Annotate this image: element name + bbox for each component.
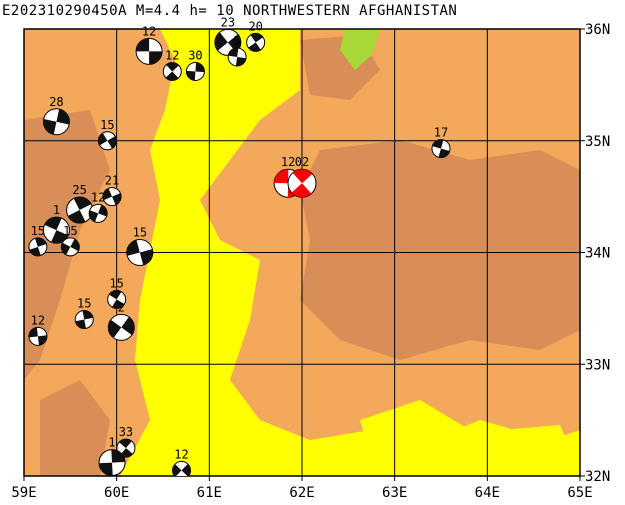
focal-mechanism-icon [246,32,266,52]
beachball-compressional-quadrant [228,48,247,66]
focal-mechanism-depth-label: 5 [234,34,241,48]
focal-mechanism-icon [28,326,48,346]
lowland-basin [360,400,470,460]
beachball-compressional-quadrant [28,327,47,346]
focal-mechanism-depth-label: 1 [108,436,115,450]
beachball-compressional-quadrant [165,62,179,81]
focal-mechanism-depth-label: 12 [174,447,188,461]
focal-mechanism-icon [126,239,154,266]
beachball-compressional-quadrant [75,310,94,329]
focal-mechanism-icon [107,313,135,341]
beachball-compressional-quadrant [126,239,153,266]
focal-mechanism-depth-label: 12 [142,24,156,38]
beachball-compressional-quadrant [43,109,70,135]
map-title: E202310290450A M=4.4 h= 10 NORTHWESTERN … [2,3,458,19]
focal-mechanism-icon [60,237,80,257]
focal-mechanism-icon [98,449,126,476]
mountain-region [40,380,110,476]
mountain-region [300,140,580,360]
beachball-compressional-quadrant [99,449,126,476]
longitude-axis: 59E 60E 61E 62E 63E 64E 65E [11,476,593,501]
focal-mechanism-icon [172,460,192,476]
focal-mechanism-depth-label: 12 [31,313,45,327]
beachball-compressional-quadrant [291,169,313,198]
focal-mechanism-icon [97,131,117,151]
x-tick-label: 61E [197,485,222,501]
focal-mechanism-icon [42,216,70,244]
focal-mechanism-icon [66,196,94,224]
focal-mechanism-depth-label: 28 [49,95,63,109]
focal-mechanism-depth-label: 17 [434,126,448,140]
y-tick-label: 34N [585,246,610,262]
focal-mechanism-depth-label: 15 [63,224,77,238]
y-tick-label: 35N [585,134,610,150]
focal-mechanism-depth-label: 23 [221,15,235,29]
beachball-compressional-quadrant [248,33,264,52]
focal-mechanism-depth-label: 1 [53,203,60,217]
lowland-basin [500,425,575,465]
focal-mechanism-depth-label: 15 [31,224,45,238]
vegetation-patch [340,29,380,70]
x-tick-label: 60E [104,485,129,501]
y-tick-label: 32N [585,469,610,485]
focal-mechanism-depth-label: 12 [281,155,295,169]
focal-mechanism-icon [431,139,451,159]
x-tick-label: 64E [475,485,500,501]
x-tick-label: 62E [289,485,314,501]
beachball-compressional-quadrant [214,32,241,53]
beachball-compressional-quadrant [119,439,133,458]
focal-mechanism-icon [107,289,127,309]
beachball-compressional-quadrant [68,197,92,224]
focal-mechanism-depth-label: 21 [105,174,119,188]
beachball-compressional-quadrant [432,139,450,158]
focal-mechanism-depth-label: 15 [100,118,114,132]
focal-mechanism-depth-label: 33 [119,425,133,439]
focal-mechanism-depth-label: 25 [72,183,86,197]
focal-mechanism-depth-label: 30 [188,48,202,62]
focal-mechanism-icon [102,187,122,207]
focal-mechanism-depth-label: 2 [118,300,125,314]
y-tick-label: 33N [585,357,610,373]
graticule [24,29,580,476]
focal-mechanism-icon [227,47,247,67]
beachball-compressional-quadrant [44,217,69,244]
focal-mechanism-icon [116,438,136,458]
beachball-compressional-quadrant [136,38,163,65]
beachball-compressional-quadrant [89,204,108,222]
focal-mechanisms [28,29,451,476]
x-tick-label: 59E [11,485,36,501]
x-tick-label: 65E [567,485,592,501]
focal-mechanism-depth-label: 15 [133,226,147,240]
focal-mechanism-depth-label: 12 [91,190,105,204]
beachball-compressional-quadrant [61,238,80,255]
beachball-compressional-quadrant [172,463,191,476]
focal-mechanism-icon [88,203,108,223]
focal-mechanism-icon [287,168,317,198]
focal-mechanism-depth-label: 02 [295,155,309,169]
focal-mechanism-icon [185,61,205,81]
focal-mechanism-icon [162,61,182,81]
focal-mechanism-icon [74,310,94,330]
y-tick-label: 36N [585,22,610,38]
beachball-compressional-quadrant [109,290,125,309]
focal-mechanism-depth-label: 20 [248,19,262,33]
latitude-axis: 36N 35N 34N 33N 32N [580,22,610,485]
x-tick-label: 63E [382,485,407,501]
focal-mechanism-depth-label: 15 [109,276,123,290]
beachball-compressional-quadrant [103,188,121,205]
focal-mechanism-icon [42,108,70,136]
focal-mechanism-depth-label: 15 [77,297,91,311]
focal-mechanism-icon [135,37,163,65]
focal-mechanism-icon [28,237,48,257]
focal-mechanism-depth-label: 12 [165,48,179,62]
beachball-compressional-quadrant [98,133,117,149]
